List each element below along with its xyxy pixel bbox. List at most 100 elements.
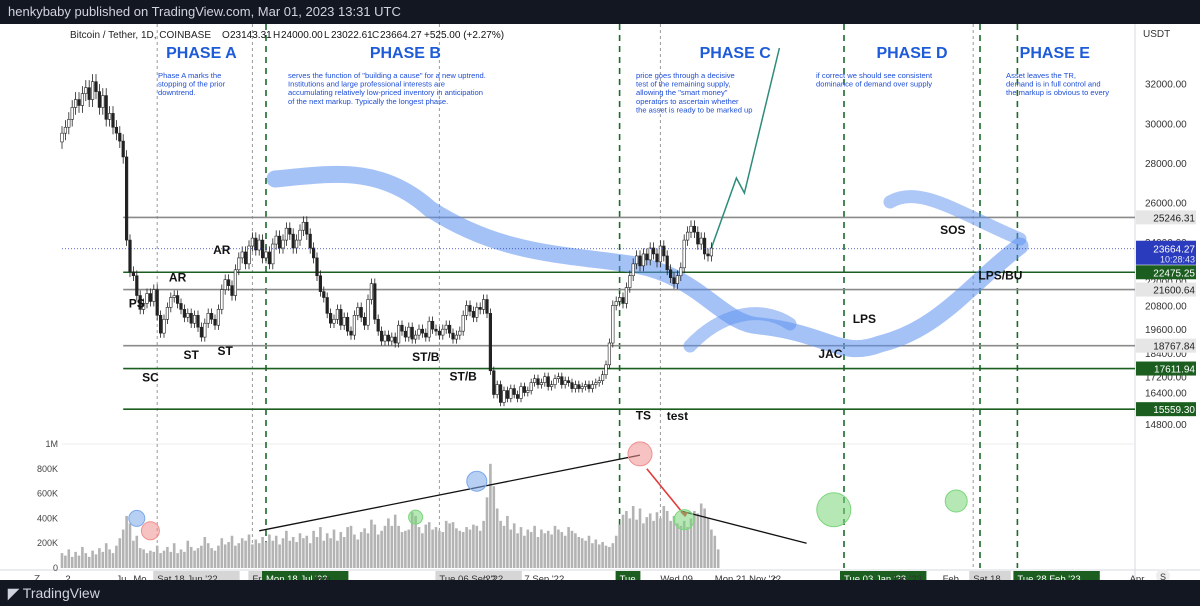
candle-body [549,384,554,387]
candle-body [328,313,333,324]
volume-bar [608,546,611,568]
volume-bar [353,534,356,568]
candle-body [410,326,414,340]
volume-bar [519,527,523,568]
volume-bar [132,540,135,568]
volume-bar [648,513,652,568]
volume-bar [706,518,710,568]
volume-bar [366,533,370,568]
candle-body [645,253,649,261]
volume-bar [149,550,152,568]
settings-corner-button[interactable] [1156,569,1170,583]
volume-bar [604,545,608,568]
volume-bar [390,525,394,568]
phase-note-line: allowing the "smart money" [636,88,728,97]
volume-bar [172,543,176,568]
candle-body [420,328,425,334]
publisher-bar: henkybaby published on TradingView.com, … [0,0,1200,24]
wyckoff-event-label: LPS/BU [978,269,1022,283]
volume-bar [94,554,98,568]
candle-body [560,376,564,385]
wyckoff-event-label: PS [129,296,145,310]
wyckoff-event-label: SOS [940,223,965,237]
candle-body [563,380,567,385]
settings-corner-label[interactable]: S [1160,572,1166,582]
candle-body [611,305,615,344]
volume-bar [322,540,326,568]
candle-body [369,283,374,300]
volume-bar [451,522,455,568]
volume-bar [189,546,193,568]
candle-body [148,293,153,302]
price-chart-svg[interactable]: 32000.00 30000.00 28000.00 26000.00 24000.00… [0,24,1200,585]
volume-bar [363,528,366,568]
volume-bar [553,525,557,568]
volume-bar [404,530,407,568]
volume-bar [108,549,111,568]
volume-bar [550,534,553,568]
candle-body [213,318,217,326]
candle-body [131,271,136,277]
volume-bar [659,518,662,568]
candle-body [492,370,496,395]
tradingview-logo[interactable]: ◤ TradingView [8,584,100,602]
volume-bar [247,534,251,568]
volume-bar [376,534,380,568]
phase-note-line: dominance of demand over supply [816,80,932,89]
volume-bar [254,539,258,568]
volume-bar [159,553,162,568]
volume-bar [682,520,686,568]
candle-body [203,322,207,338]
volume-bar [186,540,190,568]
candle-body [335,309,340,320]
time-axis-label: Tue [620,574,636,580]
zoom-corner-button[interactable]: Z [34,574,40,585]
volume-bar [111,553,115,568]
candle-body [383,334,387,342]
time-axis-label: Apr [1130,574,1145,580]
phase-title: PHASE D [876,45,947,62]
candle-body [444,324,448,330]
candle-body [390,336,394,342]
wyckoff-event-label: SC [142,371,159,385]
candle-body [658,245,662,263]
time-axis-label: Jan '23 [892,574,922,580]
level-tag [1136,210,1196,225]
phase-note-line: of the next markup. Typically the longes… [288,97,448,106]
chart-area[interactable]: 32000.00 30000.00 28000.00 26000.00 24000.00… [0,24,1200,585]
candle-body [240,251,244,259]
candle-body [220,289,224,310]
candle-body [590,384,594,389]
candle-body [125,156,129,241]
candle-body [291,233,295,249]
volume-bar [220,538,224,568]
price-axis-panel [1135,24,1200,580]
candle-body [182,309,187,318]
current-price-label: 23664.27 [1153,245,1195,256]
volume-bar [587,535,591,568]
wyckoff-event-label: TS [636,408,651,422]
volume-bar [213,550,217,568]
volume-bar [560,532,564,568]
candle-body [651,247,656,255]
candle-body [74,99,78,108]
volume-bar [302,538,305,568]
volume-bar [689,518,693,568]
volume-bar [421,533,424,568]
volume-bar [400,532,404,568]
wyckoff-event-label: LPS [853,312,876,326]
time-axis-label: Feb [943,574,959,580]
wyckoff-event-label: ST [218,344,234,358]
volume-bar [200,545,203,568]
candle-body [308,233,312,249]
volume-bar [336,540,339,568]
level-tag-label: 21600.64 [1153,286,1195,297]
volume-bar [223,544,227,568]
phase-note-line: Phase A marks the [158,71,221,80]
phase-title: PHASE A [166,45,237,62]
volume-bar [563,535,567,568]
candle-body [638,255,642,267]
volume-bar [101,551,105,568]
candle-body [277,235,282,249]
volume-bar [679,525,683,568]
